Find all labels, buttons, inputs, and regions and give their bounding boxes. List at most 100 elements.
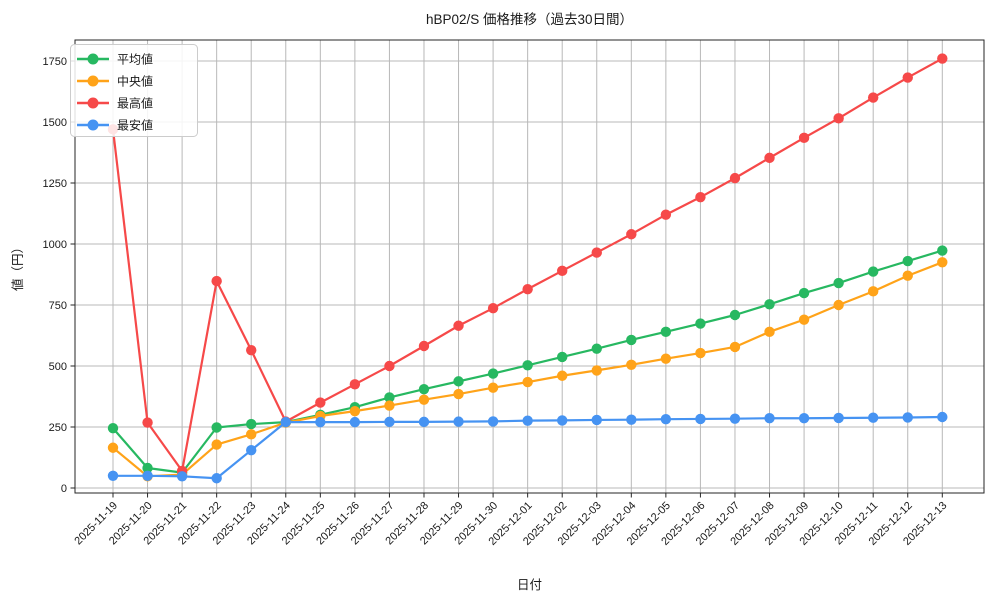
- data-point-series-3: [107, 470, 119, 481]
- data-point-series-1: [349, 405, 361, 417]
- data-point-series-3: [211, 473, 222, 484]
- data-point-series-0: [902, 255, 913, 267]
- data-point-series-0: [522, 360, 533, 371]
- y-tick-label: 0: [61, 483, 67, 495]
- legend: 平均値 中央値 最高値 最安値: [70, 44, 198, 137]
- data-point-series-3: [418, 416, 430, 428]
- legend-marker-average: [87, 53, 99, 65]
- data-point-series-2: [937, 53, 948, 64]
- data-point-series-1: [867, 286, 879, 297]
- data-point-series-0: [695, 318, 706, 329]
- data-point-series-2: [867, 92, 879, 103]
- data-point-series-0: [453, 376, 464, 387]
- data-point-series-0: [107, 423, 119, 434]
- data-point-series-0: [833, 277, 844, 289]
- data-point-series-3: [626, 414, 637, 425]
- data-point-series-1: [695, 347, 706, 359]
- data-point-series-0: [798, 287, 810, 299]
- data-point-series-3: [660, 413, 672, 425]
- data-point-series-0: [867, 266, 879, 277]
- data-point-series-2: [315, 397, 326, 408]
- data-point-series-2: [522, 283, 533, 295]
- data-point-series-2: [660, 209, 672, 220]
- data-point-series-1: [211, 439, 222, 450]
- legend-item-max: 最高値: [77, 96, 153, 111]
- data-point-series-1: [729, 341, 741, 353]
- y-tick-label: 1500: [43, 117, 67, 129]
- data-point-series-3: [349, 416, 361, 428]
- data-point-series-1: [591, 365, 602, 376]
- data-point-series-0: [626, 334, 637, 346]
- data-point-series-2: [246, 344, 257, 356]
- y-tick-label: 1000: [43, 239, 67, 251]
- data-point-series-1: [246, 429, 257, 440]
- data-point-series-3: [798, 413, 810, 424]
- legend-marker-min: [87, 119, 99, 131]
- data-point-series-3: [591, 414, 602, 426]
- data-point-series-0: [418, 383, 430, 395]
- data-point-series-3: [902, 412, 913, 423]
- data-point-series-1: [626, 359, 637, 370]
- y-tick-label: 1250: [43, 178, 67, 190]
- data-point-series-3: [867, 412, 879, 423]
- data-point-series-3: [522, 415, 533, 426]
- data-point-series-3: [315, 416, 326, 428]
- data-point-series-0: [384, 392, 395, 403]
- data-point-series-3: [764, 413, 775, 424]
- legend-item-average: 平均値: [77, 52, 153, 67]
- data-point-series-0: [211, 422, 222, 433]
- data-point-series-3: [384, 416, 395, 428]
- data-point-series-2: [833, 113, 844, 124]
- legend-label-average: 平均値: [117, 52, 153, 67]
- data-point-series-1: [418, 394, 430, 405]
- data-point-series-1: [384, 400, 395, 411]
- legend-label-min: 最安値: [117, 118, 153, 133]
- data-point-series-0: [660, 326, 672, 338]
- data-point-series-1: [453, 388, 464, 400]
- data-point-series-0: [557, 351, 568, 363]
- data-point-series-1: [902, 270, 913, 281]
- data-point-series-2: [557, 265, 568, 277]
- data-point-series-3: [142, 470, 153, 481]
- data-point-series-1: [487, 382, 499, 393]
- data-point-series-0: [142, 462, 153, 474]
- data-point-series-0: [591, 343, 602, 354]
- x-axis-label: 日付: [517, 578, 542, 592]
- data-point-series-1: [764, 326, 775, 338]
- data-point-series-3: [729, 413, 741, 424]
- data-point-series-3: [557, 415, 568, 426]
- data-point-series-0: [487, 368, 499, 379]
- data-point-series-1: [833, 299, 844, 311]
- data-point-series-2: [453, 320, 464, 331]
- chart-title: hBP02/S 価格推移（過去30日間）: [426, 12, 633, 27]
- data-point-series-2: [142, 417, 153, 428]
- data-point-series-2: [902, 72, 913, 83]
- data-point-series-1: [107, 442, 119, 453]
- data-point-series-2: [487, 302, 499, 314]
- data-point-series-3: [487, 416, 499, 427]
- data-point-series-1: [522, 376, 533, 388]
- y-axis-label: 値（円）: [10, 241, 25, 291]
- data-point-series-2: [626, 229, 637, 240]
- legend-box: [70, 44, 198, 137]
- data-point-series-1: [937, 257, 948, 268]
- legend-marker-median: [87, 75, 99, 87]
- data-point-series-2: [695, 191, 706, 203]
- data-point-series-1: [798, 314, 810, 325]
- legend-label-max: 最高値: [117, 96, 153, 111]
- data-point-series-3: [453, 416, 464, 427]
- data-point-series-2: [211, 275, 222, 287]
- data-point-series-2: [384, 360, 395, 372]
- data-point-series-2: [764, 152, 775, 164]
- data-point-series-0: [246, 418, 257, 430]
- y-tick-label: 1750: [43, 56, 67, 68]
- data-point-series-2: [418, 340, 430, 352]
- data-point-series-0: [764, 299, 775, 310]
- legend-label-median: 中央値: [117, 74, 153, 89]
- data-point-series-2: [798, 132, 810, 144]
- data-point-series-2: [349, 379, 361, 390]
- legend-marker-max: [87, 97, 99, 109]
- legend-item-median: 中央値: [77, 74, 153, 89]
- data-point-series-0: [937, 245, 948, 256]
